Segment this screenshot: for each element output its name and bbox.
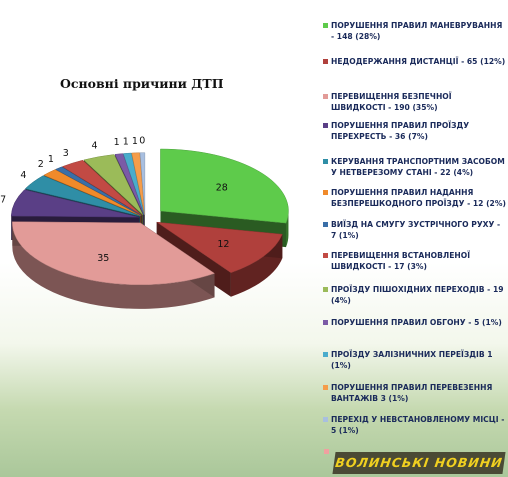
legend-item: ПОРУШЕННЯ ПРАВИЛ МАНЕВРУВАННЯ - 148 (28%… [323,20,507,42]
data-label: 0 [139,136,145,147]
legend-item: НЕДОДЕРЖАННЯ ДИСТАНЦІЇ - 65 (12%) [323,56,507,67]
legend-swatch [323,222,328,227]
pie-slice [122,152,145,215]
data-label: 1 [132,136,138,147]
pie-slice [139,152,146,215]
legend-item: ПОРУШЕННЯ ПРАВИЛ НАДАННЯ БЕЗПЕРЕШКОДНОГО… [323,187,507,209]
legend-label: ПРОЇЗДУ ПІШОХІДНИХ ПЕРЕХОДІВ - 19 (4%) [331,285,504,305]
data-label: 35 [97,253,109,264]
pie-slice [156,221,283,273]
chart-title: Основні причини ДТП [60,76,224,91]
data-label: 28 [216,183,228,194]
legend-label: ВИЇЗД НА СМУГУ ЗУСТРІЧНОГО РУХУ - 7 (1%) [331,220,501,240]
data-label: 1 [123,136,129,147]
legend-label: ПЕРЕВИЩЕННЯ БЕЗПЕЧНОЇ ШВИДКОСТІ - 190 (3… [331,92,452,112]
legend-item: ПЕРЕХІД У НЕВСТАНОВЛЕНОМУ МІСЦІ - 5 (1%) [323,414,507,436]
legend-swatch [323,123,328,128]
pie-slice [12,221,216,286]
legend-swatch [323,159,328,164]
data-label: 4 [91,140,97,151]
legend-label: ПОРУШЕННЯ ПРАВИЛ ОБГОНУ - 5 (1%) [331,318,502,327]
legend-label: ПОРУШЕННЯ ПРАВИЛ НАДАННЯ БЕЗПЕРЕШКОДНОГО… [331,188,506,208]
data-label: 3 [63,148,69,159]
legend-item: ПРОЇЗДУ ПІШОХІДНИХ ПЕРЕХОДІВ - 19 (4%) [323,284,507,306]
legend-swatch [323,352,328,357]
legend-label: ПЕРЕВИЩЕННЯ ВСТАНОВЛЕНОЇ ШВИДКОСТІ - 17 … [331,251,471,271]
legend-swatch [323,190,328,195]
pie-slice-wall [230,234,283,297]
data-label: 2 [38,159,44,170]
pie-slice [43,169,141,216]
legend-label: КЕРУВАННЯ ТРАНСПОРТНИМ ЗАСОБОМ У НЕТВЕРЕ… [331,157,505,177]
pie-slice [83,154,144,216]
legend-swatch-extra [324,449,329,454]
pie-slice [24,175,141,217]
legend-item: КЕРУВАННЯ ТРАНСПОРТНИМ ЗАСОБОМ У НЕТВЕРЕ… [323,156,507,178]
legend-item: ПЕРЕВИЩЕННЯ БЕЗПЕЧНОЇ ШВИДКОСТІ - 190 (3… [323,91,507,113]
data-label: 1 [48,154,54,165]
legend-swatch [323,417,328,422]
pie-slice-wall [286,211,289,248]
pie-slice [61,159,142,216]
pie-slice [131,152,145,215]
legend-item: ПОРУШЕННЯ ПРАВИЛ ОБГОНУ - 5 (1%) [323,317,507,328]
data-label: 7 [0,195,6,206]
pie-slice [10,189,140,218]
legend-swatch [323,287,328,292]
legend-label: ПОРУШЕННЯ ПРАВИЛ МАНЕВРУВАННЯ - 148 (28%… [331,21,503,41]
data-label: 12 [217,239,229,250]
legend-swatch [323,253,328,258]
legend-label: ПРОЇЗДУ ЗАЛІЗНИЧНИХ ПЕРЕЇЗДІВ 1 (1%) [331,350,493,370]
data-label: 1 [114,137,120,148]
pie-slice [55,166,142,216]
pie-slice [160,148,289,224]
legend-label: ПЕРЕХІД У НЕВСТАНОВЛЕНОМУ МІСЦІ - 5 (1%) [331,415,505,435]
legend-item: ПРОЇЗДУ ЗАЛІЗНИЧНИХ ПЕРЕЇЗДІВ 1 (1%) [323,349,507,371]
legend-swatch [323,59,328,64]
data-label: 4 [20,170,26,181]
legend-item: ПОРУШЕННЯ ПРАВИЛ ПЕРЕВЕЗЕННЯ ВАНТАЖІВ 3 … [323,382,507,404]
pie-slice-wall [12,222,215,309]
legend-item: ПОРУШЕННЯ ПРАВИЛ ПРОЇЗДУ ПЕРЕХРЕСТЬ - 36… [323,120,507,142]
legend-swatch [323,94,328,99]
legend-item: ПЕРЕВИЩЕННЯ ВСТАНОВЛЕНОЇ ШВИДКОСТІ - 17 … [323,250,507,272]
legend-label: НЕДОДЕРЖАННЯ ДИСТАНЦІЇ - 65 (12%) [331,57,506,66]
watermark-logo: ВОЛИНСЬКІ НОВИНИ [332,452,506,474]
legend-swatch [323,23,328,28]
pie-slice [114,153,145,215]
legend-label: ПОРУШЕННЯ ПРАВИЛ ПРОЇЗДУ ПЕРЕХРЕСТЬ - 36… [331,121,470,141]
legend-swatch [323,320,328,325]
legend-item: ВИЇЗД НА СМУГУ ЗУСТРІЧНОГО РУХУ - 7 (1%) [323,219,507,241]
legend-swatch [323,385,328,390]
legend-label: ПОРУШЕННЯ ПРАВИЛ ПЕРЕВЕЗЕННЯ ВАНТАЖІВ 3 … [331,383,493,403]
